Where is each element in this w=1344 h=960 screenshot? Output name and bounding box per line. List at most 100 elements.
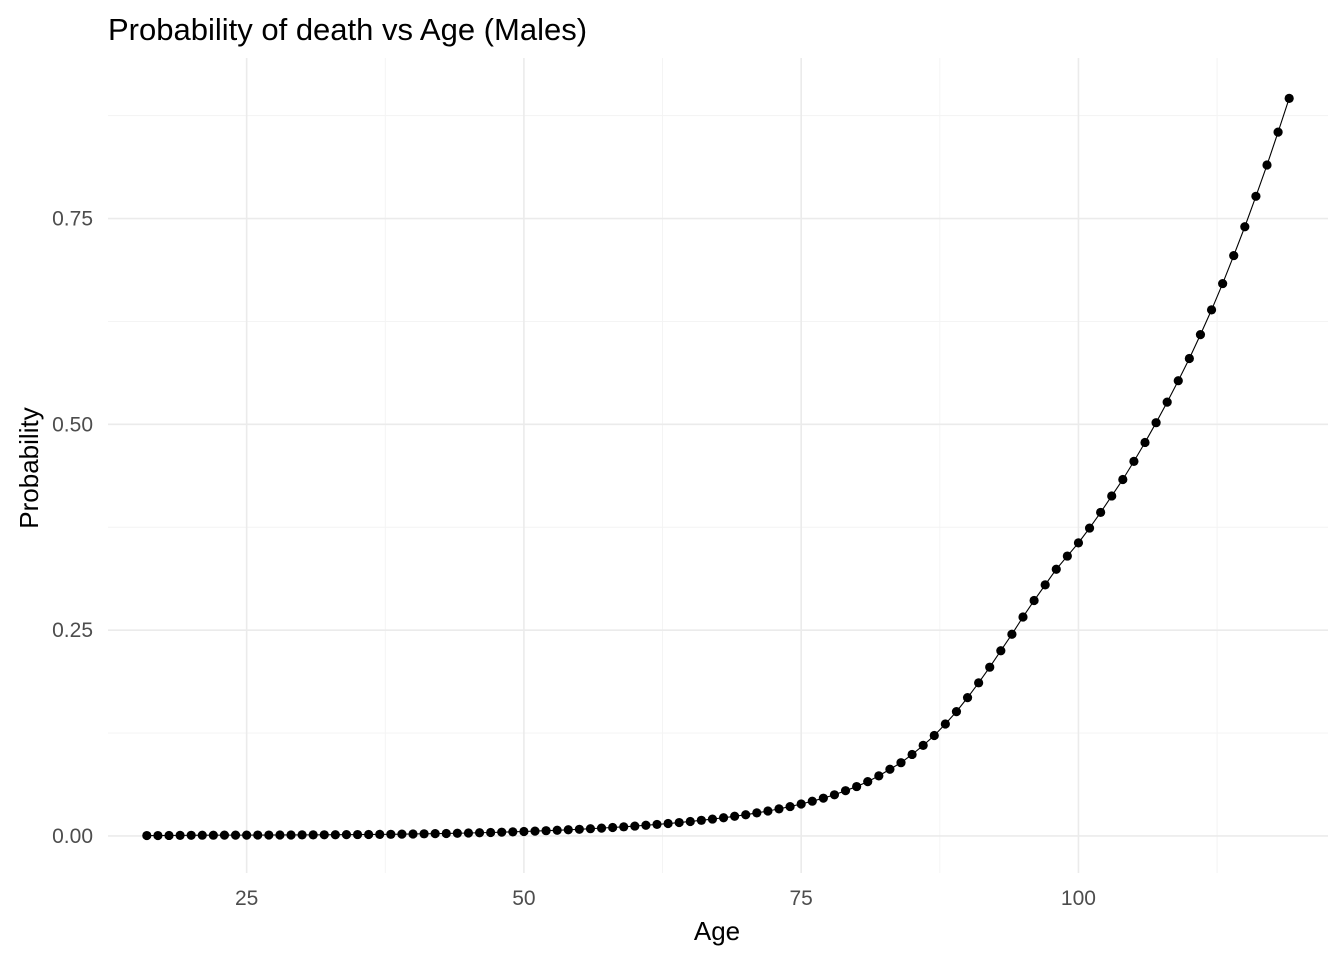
data-point: [1240, 222, 1250, 232]
data-point: [419, 829, 429, 839]
data-point: [774, 804, 784, 814]
data-point: [153, 830, 163, 841]
data-point: [208, 830, 218, 840]
data-point: [441, 828, 451, 839]
data-point: [408, 829, 418, 839]
data-point: [1151, 418, 1161, 428]
data-point: [896, 758, 906, 768]
data-point: [497, 827, 507, 837]
data-point: [1173, 376, 1183, 386]
data-point: [352, 829, 363, 840]
data-point: [951, 707, 962, 717]
data-point: [308, 830, 318, 840]
x-tick-label: 50: [512, 887, 535, 910]
data-point: [596, 823, 607, 833]
data-point: [1062, 551, 1072, 561]
data-point: [1007, 629, 1017, 639]
data-point: [796, 799, 806, 809]
y-tick-label: 0.50: [52, 413, 93, 436]
data-point: [1018, 612, 1028, 622]
series-line: [146, 98, 1290, 837]
data-point: [142, 830, 152, 841]
data-point: [519, 826, 529, 837]
data-point: [430, 829, 440, 839]
data-point: [985, 662, 995, 672]
data-point: [1195, 330, 1206, 340]
data-point: [375, 829, 385, 839]
data-point: [574, 824, 584, 834]
data-point: [341, 830, 352, 840]
data-point: [619, 822, 629, 832]
data-point: [685, 816, 695, 827]
data-point: [585, 824, 596, 834]
data-point: [1140, 437, 1150, 448]
data-point: [752, 808, 762, 818]
data-point: [242, 830, 252, 840]
data-point: [829, 790, 840, 800]
data-point: [996, 646, 1006, 656]
data-point: [552, 825, 562, 835]
x-tick-label: 75: [790, 887, 813, 910]
data-point: [186, 830, 196, 840]
data-point: [364, 829, 374, 840]
data-point: [397, 829, 407, 839]
data-point: [463, 828, 474, 838]
x-axis-title: Age: [694, 916, 740, 946]
x-tick-label: 100: [1061, 887, 1096, 910]
data-point: [1129, 456, 1139, 466]
data-point: [1118, 474, 1128, 485]
data-point: [1206, 305, 1217, 315]
data-point: [1051, 564, 1061, 574]
data-point: [940, 719, 950, 729]
data-point: [730, 811, 740, 821]
data-point: [264, 830, 274, 840]
data-point: [718, 813, 729, 823]
grid: [108, 58, 1328, 873]
data-point: [486, 827, 496, 838]
data-point: [741, 810, 751, 820]
x-tick-labels: 25 50 75 100: [235, 887, 1096, 910]
data-point: [1040, 580, 1050, 590]
data-point: [230, 830, 241, 840]
series-layer: [142, 93, 1294, 841]
data-point: [696, 815, 706, 825]
data-point: [164, 830, 174, 841]
data-point: [452, 828, 462, 838]
data-point: [608, 822, 618, 833]
y-tick-label: 0.25: [52, 619, 93, 642]
data-point: [275, 830, 285, 840]
data-point: [863, 777, 873, 787]
data-point: [530, 826, 540, 836]
data-point: [807, 796, 817, 806]
data-point: [1262, 160, 1272, 170]
data-point: [541, 826, 551, 836]
data-point: [508, 827, 518, 837]
data-point: [818, 793, 828, 803]
data-point: [663, 818, 673, 829]
data-point: [785, 801, 795, 812]
data-point: [386, 829, 396, 839]
data-point: [885, 764, 895, 774]
data-point: [907, 749, 917, 760]
y-tick-labels: 0.00 0.25 0.50 0.75: [52, 208, 93, 848]
data-point: [175, 830, 185, 840]
data-point: [1029, 595, 1039, 606]
data-point: [219, 830, 230, 840]
data-point: [1184, 353, 1194, 364]
data-point: [1273, 127, 1283, 137]
y-axis-title: Probability: [14, 407, 44, 528]
y-tick-label: 0.00: [52, 825, 93, 848]
data-point: [962, 693, 973, 703]
data-point: [918, 740, 928, 751]
data-point: [1284, 93, 1294, 103]
data-point: [929, 730, 939, 741]
data-point: [852, 781, 862, 792]
data-point: [763, 806, 773, 816]
data-point: [474, 828, 485, 838]
data-point: [652, 819, 662, 830]
data-point: [319, 830, 329, 840]
data-point: [563, 825, 573, 835]
data-point: [840, 786, 851, 796]
y-tick-label: 0.75: [52, 208, 93, 231]
